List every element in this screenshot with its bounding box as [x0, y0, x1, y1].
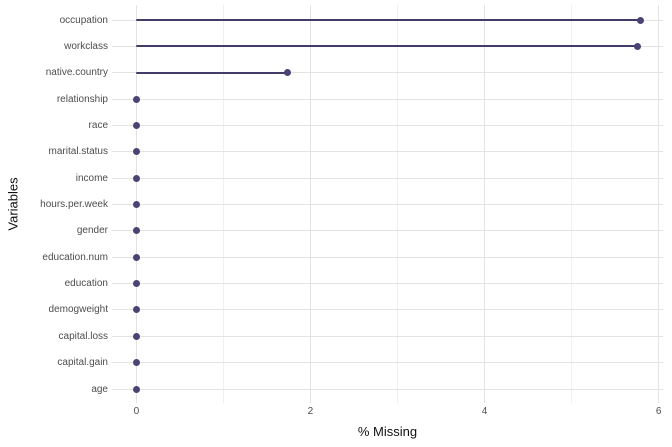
lollipop-point — [132, 174, 140, 182]
lollipop-point — [284, 69, 292, 77]
gridline-major-horizontal — [112, 256, 663, 258]
y-axis-label: workclass — [64, 40, 108, 52]
lollipop-point — [132, 306, 140, 314]
lollipop-point — [132, 95, 140, 103]
lollipop-stem — [136, 19, 641, 21]
y-axis-label: capital.loss — [58, 330, 108, 342]
y-axis-label: education.num — [42, 251, 108, 263]
gridline-major-horizontal — [112, 204, 663, 206]
y-axis-label: demogweight — [48, 304, 108, 316]
lollipop-stem — [136, 45, 638, 48]
gridline-minor-vertical — [571, 5, 573, 403]
gridline-major-horizontal — [112, 230, 663, 232]
x-tick-label: 6 — [655, 406, 662, 417]
y-axis-label: age — [91, 383, 108, 395]
y-axis-label: hours.per.week — [40, 199, 108, 211]
gridline-minor-vertical — [397, 5, 398, 403]
y-axis-label: relationship — [56, 93, 108, 105]
lollipop-point — [132, 227, 140, 235]
gridline-major-horizontal — [112, 283, 663, 285]
y-axis-label: education — [64, 278, 108, 290]
gridline-major-horizontal — [112, 177, 663, 179]
x-axis-title: % Missing — [357, 424, 418, 439]
lollipop-point — [132, 280, 140, 288]
gridline-major-vertical — [484, 5, 486, 403]
lollipop-point — [636, 16, 644, 24]
lollipop-point — [132, 359, 140, 367]
lollipop-point — [132, 148, 140, 156]
lollipop-point — [132, 121, 140, 129]
gridline-major-vertical — [309, 5, 311, 403]
lollipop-point — [132, 253, 140, 261]
gridline-major-horizontal — [112, 388, 663, 390]
gridline-major-horizontal — [112, 362, 663, 364]
gridline-major-horizontal — [112, 335, 663, 337]
lollipop-point — [132, 201, 140, 209]
y-axis-label: native.country — [45, 67, 108, 79]
lollipop-point — [132, 385, 140, 393]
x-tick-label: 0 — [133, 406, 140, 417]
gridline-major-vertical — [658, 5, 660, 403]
x-tick-label: 4 — [481, 406, 488, 417]
gridline-major-horizontal — [112, 151, 663, 153]
gridline-major-horizontal — [112, 309, 663, 311]
y-axis-label: occupation — [59, 14, 108, 26]
y-axis-label: gender — [76, 225, 108, 237]
y-axis-label: income — [75, 172, 108, 184]
x-tick-label: 2 — [307, 406, 314, 417]
y-axis-label: marital.status — [48, 146, 108, 158]
lollipop-stem — [136, 71, 288, 74]
lollipop-point — [634, 42, 642, 50]
gridline-major-horizontal — [112, 124, 663, 126]
gridline-major-horizontal — [112, 98, 663, 100]
lollipop-point — [132, 332, 140, 340]
y-axis-label: race — [88, 119, 108, 131]
gridline-minor-vertical — [222, 5, 224, 403]
y-axis-label: capital.gain — [57, 357, 108, 369]
gridline-major-horizontal — [112, 72, 663, 74]
